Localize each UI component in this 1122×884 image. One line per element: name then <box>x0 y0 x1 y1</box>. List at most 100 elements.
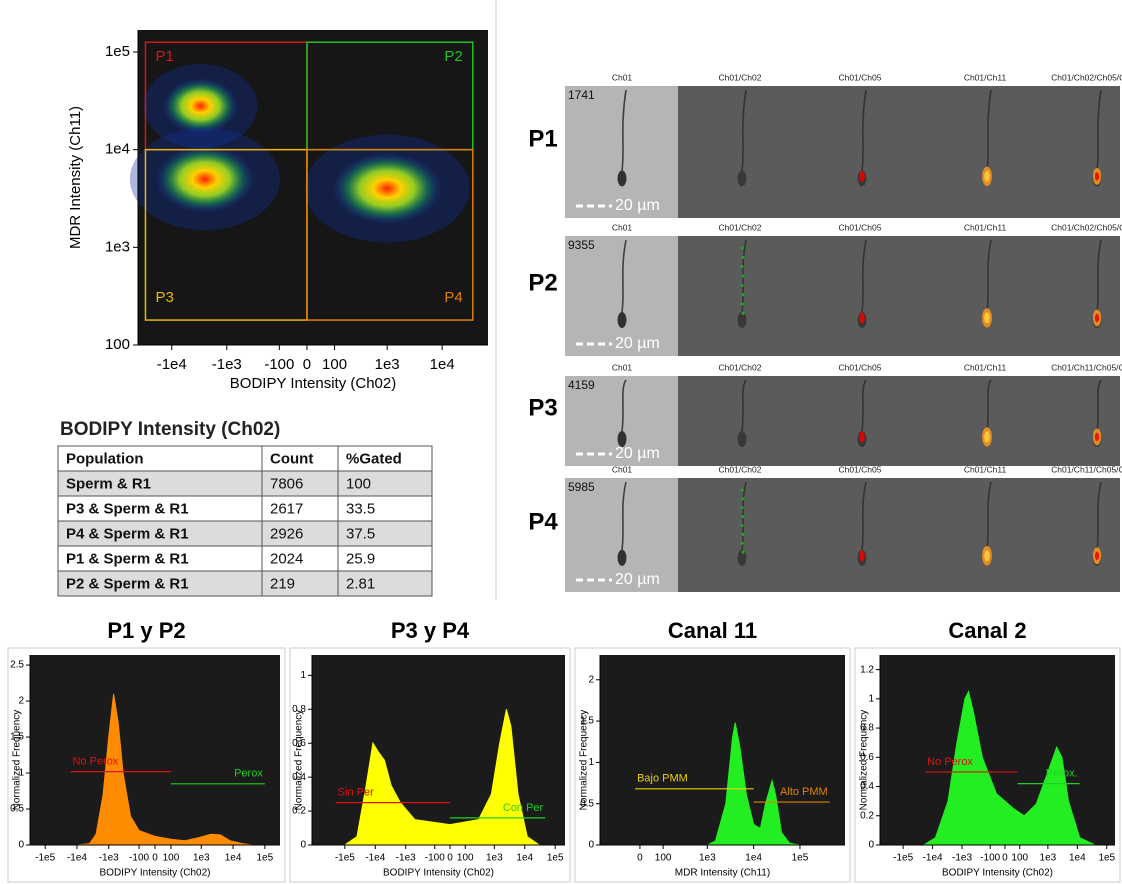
table-header: %Gated <box>346 450 402 467</box>
x-tick-label: 1e4 <box>745 853 762 864</box>
y-tick-label: 1 <box>300 670 306 681</box>
y-tick-label: 2 <box>18 696 24 707</box>
fluor-signal <box>859 312 865 324</box>
population-label: P3 <box>528 394 557 421</box>
x-tick-label: 1e4 <box>516 853 533 864</box>
green-signal <box>740 523 744 527</box>
gate-label: Bajo PMM <box>637 773 688 785</box>
x-tick-label: -100 <box>980 853 1000 864</box>
table-cell-text: 219 <box>270 575 295 592</box>
channel-header: Ch01/Ch02 <box>718 72 761 82</box>
event-count: 4159 <box>568 378 595 392</box>
sperm-tail <box>861 239 867 313</box>
channel-header: Ch01/Ch05 <box>838 464 881 474</box>
sperm-tail <box>986 379 992 432</box>
sperm-tail <box>1096 379 1102 432</box>
y-tick-label: 100 <box>105 336 130 353</box>
fluor-signal <box>1094 551 1100 560</box>
histogram-area <box>30 693 280 846</box>
channel-header: Ch01/Ch11 <box>964 72 1007 82</box>
scale-bar-label: 20 µm <box>615 571 660 588</box>
y-tick-label: 0 <box>300 840 306 851</box>
sperm-tail <box>861 481 867 550</box>
channel-header: Ch01/Ch02/Ch05/Ch11 <box>1051 222 1122 232</box>
table-cell-text: P1 & Sperm & R1 <box>66 550 189 567</box>
green-signal <box>741 497 745 501</box>
y-tick-label: 1e5 <box>105 43 130 60</box>
gate-label: Perox. <box>1046 768 1078 780</box>
table-cell-text: 7806 <box>270 475 303 492</box>
sperm-tail <box>986 89 992 171</box>
x-tick-label: 1e3 <box>699 853 716 864</box>
fluorescence-panel <box>678 86 1120 218</box>
sperm-head <box>617 312 627 328</box>
gate-label: Alto PMM <box>780 786 828 798</box>
sperm-head <box>737 431 747 447</box>
y-tick-label: 0.4 <box>292 772 306 783</box>
population-label: P1 <box>528 125 557 152</box>
table-cell-text: 33.5 <box>346 500 375 517</box>
channel-header: Ch01/Ch05 <box>838 72 881 82</box>
x-tick-label: 100 <box>322 356 347 373</box>
y-tick-label: 1 <box>18 768 24 779</box>
y-tick-label: 0.6 <box>860 752 874 763</box>
table-header: Population <box>66 450 144 467</box>
x-tick-label: -1e3 <box>99 853 119 864</box>
plot-area <box>30 655 280 845</box>
channel-header: Ch01/Ch11 <box>964 362 1007 372</box>
x-axis-label: MDR Intensity (Ch11) <box>675 868 770 879</box>
sperm-tail <box>1096 239 1102 313</box>
sperm-head <box>737 170 747 187</box>
table-cell-text: 37.5 <box>346 525 375 542</box>
gate-label: Perox <box>234 768 263 780</box>
green-signal <box>740 246 744 250</box>
gate-label: No Perox <box>72 755 118 767</box>
x-tick-label: 1e5 <box>792 853 809 864</box>
channel-header: Ch01/Ch02/Ch05/Ch11 <box>1051 72 1122 82</box>
y-tick-label: 1.5 <box>10 732 24 743</box>
brightfield-panel <box>565 376 678 466</box>
green-signal <box>741 515 745 519</box>
sperm-tail <box>861 89 867 171</box>
table-cell-text: 25.9 <box>346 550 375 567</box>
fluorescence-panel <box>678 478 1120 592</box>
x-tick-label: 1e4 <box>430 356 455 373</box>
y-tick-label: 0.5 <box>10 804 24 815</box>
x-tick-label: -1e4 <box>67 853 87 864</box>
y-tick-label: 2.5 <box>10 660 24 671</box>
density-cluster <box>332 152 443 225</box>
table-cell-text: 2.81 <box>346 575 375 592</box>
sperm-tail <box>741 89 747 171</box>
scale-bar-label: 20 µm <box>615 335 660 352</box>
green-signal <box>741 532 745 536</box>
green-signal <box>741 311 745 315</box>
gate-label: Con Per <box>503 802 544 814</box>
y-axis-label: Normalized Frequency <box>294 710 305 811</box>
gate <box>306 148 474 321</box>
x-axis-label: BODIPY Intensity (Ch02) <box>230 375 396 392</box>
table-cell-text: 2926 <box>270 525 303 542</box>
fluor-signal <box>984 431 990 443</box>
channel-header: Ch01/Ch05 <box>838 362 881 372</box>
table-cell-text: P3 & Sperm & R1 <box>66 500 189 517</box>
y-tick-label: 1.5 <box>580 716 594 727</box>
x-tick-label: -1e5 <box>335 853 355 864</box>
y-tick-label: 0 <box>868 840 874 851</box>
y-tick-label: 1e3 <box>105 238 130 255</box>
y-tick-label: 0.8 <box>860 723 874 734</box>
x-axis-label: BODIPY Intensity (Ch02) <box>100 868 211 879</box>
channel-header: Ch01 <box>612 362 633 372</box>
channel-header: Ch01 <box>612 464 633 474</box>
table-cell-text: 2617 <box>270 500 303 517</box>
green-signal <box>741 550 745 554</box>
fluor-signal <box>984 312 990 324</box>
y-tick-label: 0.4 <box>860 781 874 792</box>
y-tick-label: 0.5 <box>580 798 594 809</box>
x-tick-label: 1e3 <box>1040 853 1057 864</box>
table-header: Count <box>270 450 313 467</box>
sperm-tail <box>861 379 867 432</box>
sperm-tail <box>741 239 747 313</box>
y-tick-label: 2 <box>588 674 594 685</box>
channel-header: Ch01/Ch11/Ch05/Ch01 <box>1051 362 1122 372</box>
